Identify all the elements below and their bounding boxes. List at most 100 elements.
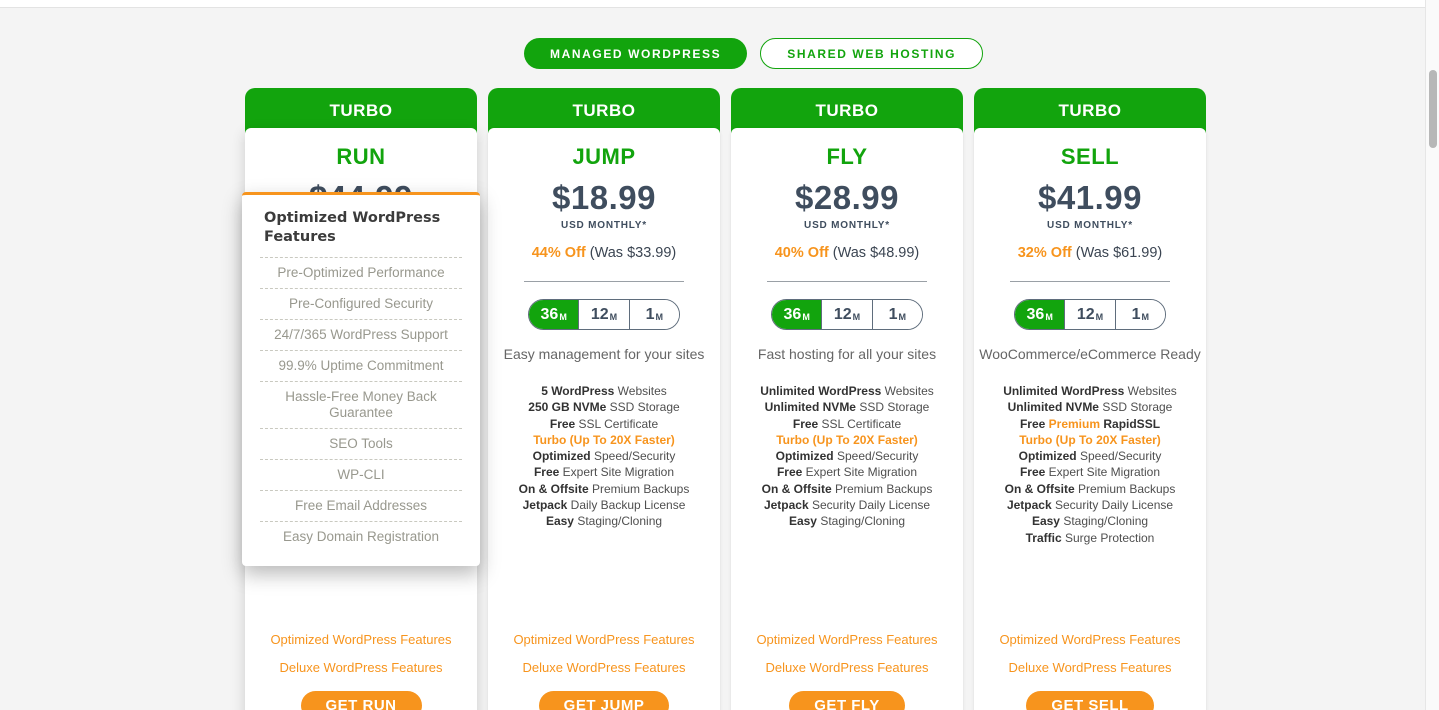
plan-tagline: Easy management for your sites [503,346,705,362]
feature-line: Easy Staging/Cloning [1031,514,1149,529]
pricing-card-sell: TURBO SELL $41.99 USD MONTHLY* 32% Off (… [974,88,1206,710]
tooltip-list-item: 24/7/365 WordPress Support [260,318,462,350]
billing-term-toggle: 36 M 12 M 1 M [528,299,680,330]
tab-shared-web-hosting[interactable]: SHARED WEB HOSTING [760,38,984,69]
pricing-card-run: TURBO RUN $44.99 Optimized WordPress Fea… [242,88,480,710]
feature-line: 5 WordPress Websites [541,384,667,398]
billing-term-toggle: 36 M 12 M 1 M [1014,299,1166,330]
feature-line: Unlimited WordPress Websites [1003,384,1177,398]
get-run-button[interactable]: GET RUN [300,691,422,710]
feature-line: Turbo (Up To 20X Faster) [776,432,918,447]
plan-tagline: Fast hosting for all your sites [757,346,937,362]
card-footer: Optimized WordPress Features Deluxe Word… [731,632,963,710]
feature-list: 5 WordPress Websites 250 GB NVMe SSD Stor… [488,383,720,530]
pricing-cards: TURBO RUN $44.99 Optimized WordPress Fea… [242,88,1206,710]
tooltip-list: Pre-Optimized Performance Pre-Configured … [242,256,480,566]
term-option-36m[interactable]: 36 M [1015,300,1065,329]
divider [524,281,684,282]
discount-percent: 40% Off [774,245,829,261]
feature-line: On & Offsite Premium Backups [761,481,933,496]
feature-line: Easy Staging/Cloning [788,514,906,529]
pricing-card-jump: TURBO JUMP $18.99 USD MONTHLY* 44% Off (… [488,88,720,710]
pricing-card-fly: TURBO FLY $28.99 USD MONTHLY* 40% Off (W… [731,88,963,710]
term-option-36m[interactable]: 36 M [772,300,822,329]
tab-managed-wordpress[interactable]: MANAGED WORDPRESS [524,38,748,69]
top-header-strip [0,0,1439,8]
discount-line: 44% Off (Was $33.99) [488,245,720,261]
feature-line: Unlimited NVMe SSD Storage [764,400,930,415]
plan-type-tabs: MANAGED WORDPRESS SHARED WEB HOSTING [524,38,984,69]
feature-line: Easy Staging/Cloning [545,514,663,529]
plan-badge: TURBO [245,88,477,134]
term-option-36m[interactable]: 36 M [529,300,579,329]
deluxe-wordpress-features-link[interactable]: Deluxe WordPress Features [279,660,443,675]
scrollbar-track[interactable] [1425,0,1439,710]
feature-line: Free Premium RapidSSL [1019,416,1161,431]
divider [767,281,927,282]
feature-line: Traffic Surge Protection [1025,530,1155,545]
plan-price: $41.99 [1038,179,1142,216]
get-sell-button[interactable]: GET SELL [1026,691,1154,710]
card-body: SELL $41.99 USD MONTHLY* 32% Off (Was $6… [974,128,1206,710]
term-option-12m[interactable]: 12 M [821,300,872,329]
optimized-wordpress-features-tooltip: Optimized WordPress Features Pre-Optimiz… [242,192,480,566]
feature-line: On & Offsite Premium Backups [518,481,690,496]
optimized-wordpress-features-link[interactable]: Optimized WordPress Features [270,632,452,647]
tooltip-list-item: Easy Domain Registration [260,520,462,552]
discount-line: 40% Off (Was $48.99) [731,245,963,261]
feature-line: Free SSL Certificate [549,416,659,431]
discount-percent: 44% Off [531,245,586,261]
tooltip-list-item: 99.9% Uptime Commitment [260,349,462,381]
plan-name: RUN [336,144,386,169]
plan-name: SELL [1060,144,1120,169]
plan-price: $18.99 [552,179,656,216]
was-price: (Was $33.99) [589,245,677,261]
feature-line: Free Expert Site Migration [533,465,675,480]
feature-line: Free SSL Certificate [792,416,902,431]
plan-badge: TURBO [731,88,963,134]
card-body: JUMP $18.99 USD MONTHLY* 44% Off (Was $3… [488,128,720,710]
term-option-12m[interactable]: 12 M [578,300,629,329]
optimized-wordpress-features-link[interactable]: Optimized WordPress Features [513,632,695,647]
optimized-wordpress-features-link[interactable]: Optimized WordPress Features [999,632,1181,647]
feature-line: Jetpack Security Daily License [1006,498,1174,513]
tooltip-list-item: Pre-Optimized Performance [260,256,462,288]
get-fly-button[interactable]: GET FLY [789,691,905,710]
card-footer: Optimized WordPress Features Deluxe Word… [245,632,477,710]
feature-line: Free Expert Site Migration [776,465,918,480]
was-price: (Was $48.99) [832,245,920,261]
tooltip-list-item: SEO Tools [260,427,462,459]
deluxe-wordpress-features-link[interactable]: Deluxe WordPress Features [765,660,929,675]
feature-line: Turbo (Up To 20X Faster) [533,432,675,447]
card-body: FLY $28.99 USD MONTHLY* 40% Off (Was $48… [731,128,963,710]
billing-term-toggle: 36 M 12 M 1 M [771,299,923,330]
price-unit: USD MONTHLY* [561,220,647,231]
plan-badge: TURBO [974,88,1206,134]
term-option-12m[interactable]: 12 M [1064,300,1115,329]
price-unit: USD MONTHLY* [1047,220,1133,231]
plan-name: JUMP [572,144,636,169]
tooltip-list-item: Pre-Configured Security [260,287,462,319]
feature-line: Turbo (Up To 20X Faster) [1019,432,1161,447]
plan-price: $28.99 [795,179,899,216]
get-jump-button[interactable]: GET JUMP [538,691,670,710]
discount-line: 32% Off (Was $61.99) [974,245,1206,261]
feature-line: Unlimited WordPress Websites [760,384,934,398]
feature-list: Unlimited WordPress Websites Unlimited NV… [731,383,963,530]
deluxe-wordpress-features-link[interactable]: Deluxe WordPress Features [522,660,686,675]
card-footer: Optimized WordPress Features Deluxe Word… [488,632,720,710]
feature-line: Jetpack Daily Backup License [522,498,686,513]
tooltip-list-item: Free Email Addresses [260,489,462,521]
plan-tagline: WooCommerce/eCommerce Ready [979,346,1201,362]
feature-line: Unlimited NVMe SSD Storage [1007,400,1173,415]
scrollbar-thumb[interactable] [1429,70,1437,148]
discount-percent: 32% Off [1017,245,1072,261]
plan-badge: TURBO [488,88,720,134]
feature-line: Optimized Speed/Security [532,449,676,464]
deluxe-wordpress-features-link[interactable]: Deluxe WordPress Features [1008,660,1172,675]
optimized-wordpress-features-link[interactable]: Optimized WordPress Features [756,632,938,647]
